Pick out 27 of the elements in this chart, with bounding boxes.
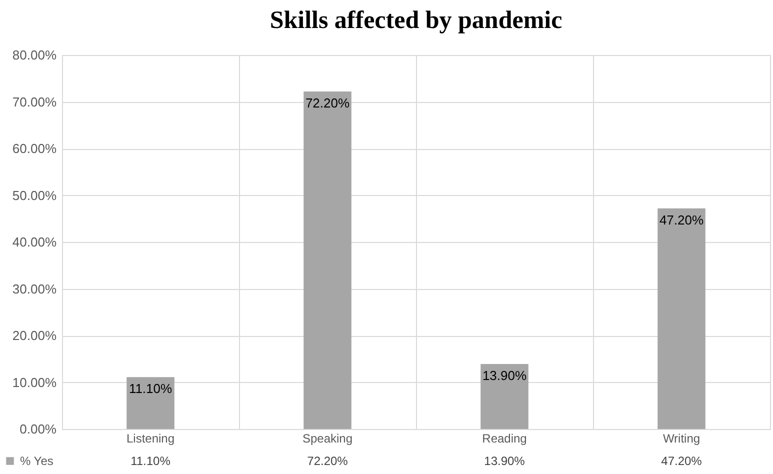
y-tick-label: 10.00% bbox=[12, 374, 57, 390]
data-label: 72.20% bbox=[307, 454, 348, 468]
text: 47.20% bbox=[659, 212, 704, 228]
y-tick-label: 30.00% bbox=[12, 281, 57, 296]
y-tick-label: 50.00% bbox=[12, 188, 57, 203]
y-tick-label: 60.00% bbox=[12, 141, 57, 156]
x-tick-label: Listening bbox=[126, 432, 175, 446]
text: 11.10% bbox=[128, 381, 172, 396]
x-tick-label: Writing bbox=[662, 432, 700, 446]
x-tick-label: Speaking bbox=[302, 432, 353, 446]
y-tick-label: 0.00% bbox=[20, 422, 57, 436]
bar bbox=[304, 91, 352, 429]
bar bbox=[658, 208, 706, 429]
data-label: 11.10% bbox=[130, 454, 171, 468]
y-tick-label: 80.00% bbox=[12, 48, 57, 62]
y-tick-label: 20.00% bbox=[12, 328, 57, 343]
y-tick-label: 40.00% bbox=[12, 234, 57, 250]
text: 72.20% bbox=[305, 95, 350, 110]
bar bbox=[126, 377, 174, 429]
data-label: 13.90% bbox=[484, 454, 526, 468]
text: 13.90% bbox=[482, 368, 527, 384]
data-label: 47.20% bbox=[661, 454, 702, 468]
chart-title: Skills affected by pandemic bbox=[270, 7, 562, 34]
bar bbox=[480, 364, 528, 429]
y-tick-label: 70.00% bbox=[12, 94, 57, 110]
legend-label: % Yes bbox=[20, 454, 54, 468]
x-tick-label: Reading bbox=[482, 432, 527, 446]
